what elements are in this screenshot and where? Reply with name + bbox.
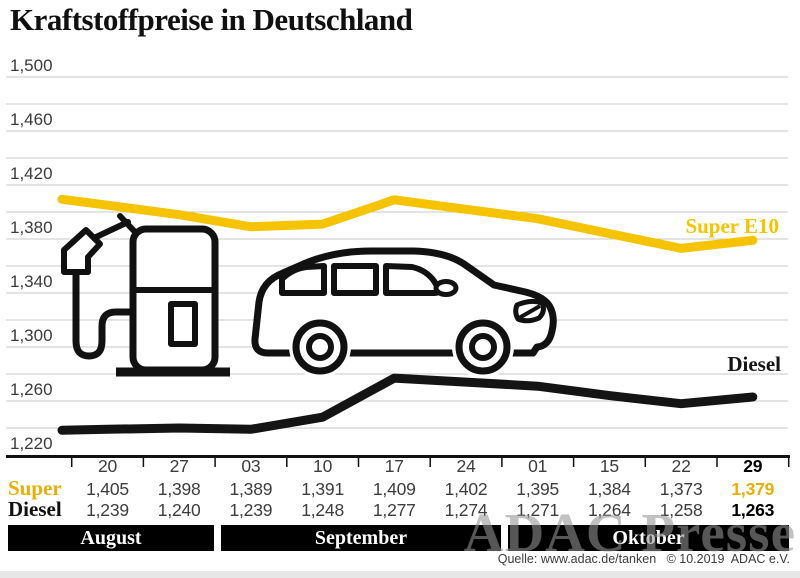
month-bar-oktober: Oktober [508,525,789,551]
super-values-row: 1,405 1,398 1,389 1,391 1,409 1,402 1,395 1,384… [0,479,800,499]
super-price-value: 1,395 [516,479,560,499]
diesel-line-label: Diesel [727,352,781,376]
y-axis-label: 1,260 [10,380,53,399]
diesel-values-row: 1,239 1,240 1,239 1,248 1,277 1,274 1,271 1,264… [0,500,800,520]
diesel-price-value: 1,263 [731,500,775,520]
diesel-price-value: 1,264 [587,500,631,520]
diesel-line [57,373,758,435]
bottom-strip [0,571,800,578]
source-credit: Quelle: www.adac.de/tanken © 10.2019 ADA… [497,552,790,566]
diesel-price-value: 1,248 [301,500,344,520]
x-axis-date: 03 [241,456,261,476]
x-axis-date: 22 [671,456,691,476]
page-title: Kraftstoffpreise in Deutschland [10,2,413,37]
diesel-price-value: 1,258 [659,500,703,520]
car-icon [251,247,557,378]
series-lines: Super E10 Diesel [57,194,781,435]
y-axis-label: 1,500 [10,56,53,75]
super-price-value: 1,389 [229,479,273,499]
super-price-value: 1,373 [659,479,703,499]
y-axis-label: 1,380 [10,218,53,237]
diesel-price-value: 1,277 [372,500,416,520]
x-axis-date: 01 [528,456,548,476]
y-axis-label: 1,300 [10,326,53,345]
diesel-price-value: 1,271 [516,500,560,520]
super-e10-line-label: Super E10 [685,214,779,238]
super-price-value: 1,402 [444,479,488,499]
x-axis-date: 27 [169,456,189,476]
x-axis-date: 10 [313,456,333,476]
x-axis-date: 15 [599,456,619,476]
super-price-value: 1,384 [587,479,631,499]
fuel-pump-icon [61,213,230,377]
x-axis-date: 17 [384,456,404,476]
diesel-price-value: 1,239 [86,500,129,520]
super-price-value: 1,405 [86,479,129,499]
y-axis-label: 1,460 [10,110,53,129]
y-axis-label: 1,340 [10,272,53,291]
super-price-value: 1,409 [372,479,416,499]
y-axis-label: 1,220 [10,434,53,453]
month-bar-august: August [8,525,214,551]
table-row-label-super: Super [8,476,62,500]
super-price-value: 1,398 [157,479,201,499]
x-axis-date: 24 [456,456,476,476]
x-axis-date: 20 [97,456,118,476]
diesel-price-value: 1,240 [157,500,201,520]
super-price-value: 1,391 [301,479,344,499]
diesel-price-value: 1,274 [444,500,488,520]
super-price-value: 1,379 [731,479,775,499]
table-row-label-diesel: Diesel [8,497,62,521]
super-e10-line [57,194,758,253]
x-axis-date: 29 [743,456,763,476]
y-axis-label: 1,420 [10,164,53,183]
x-axis-date-row: 20 27 03 10 17 24 01 15 22 29 [0,456,800,476]
month-bar-september: September [221,525,501,551]
diesel-price-value: 1,239 [229,500,273,520]
